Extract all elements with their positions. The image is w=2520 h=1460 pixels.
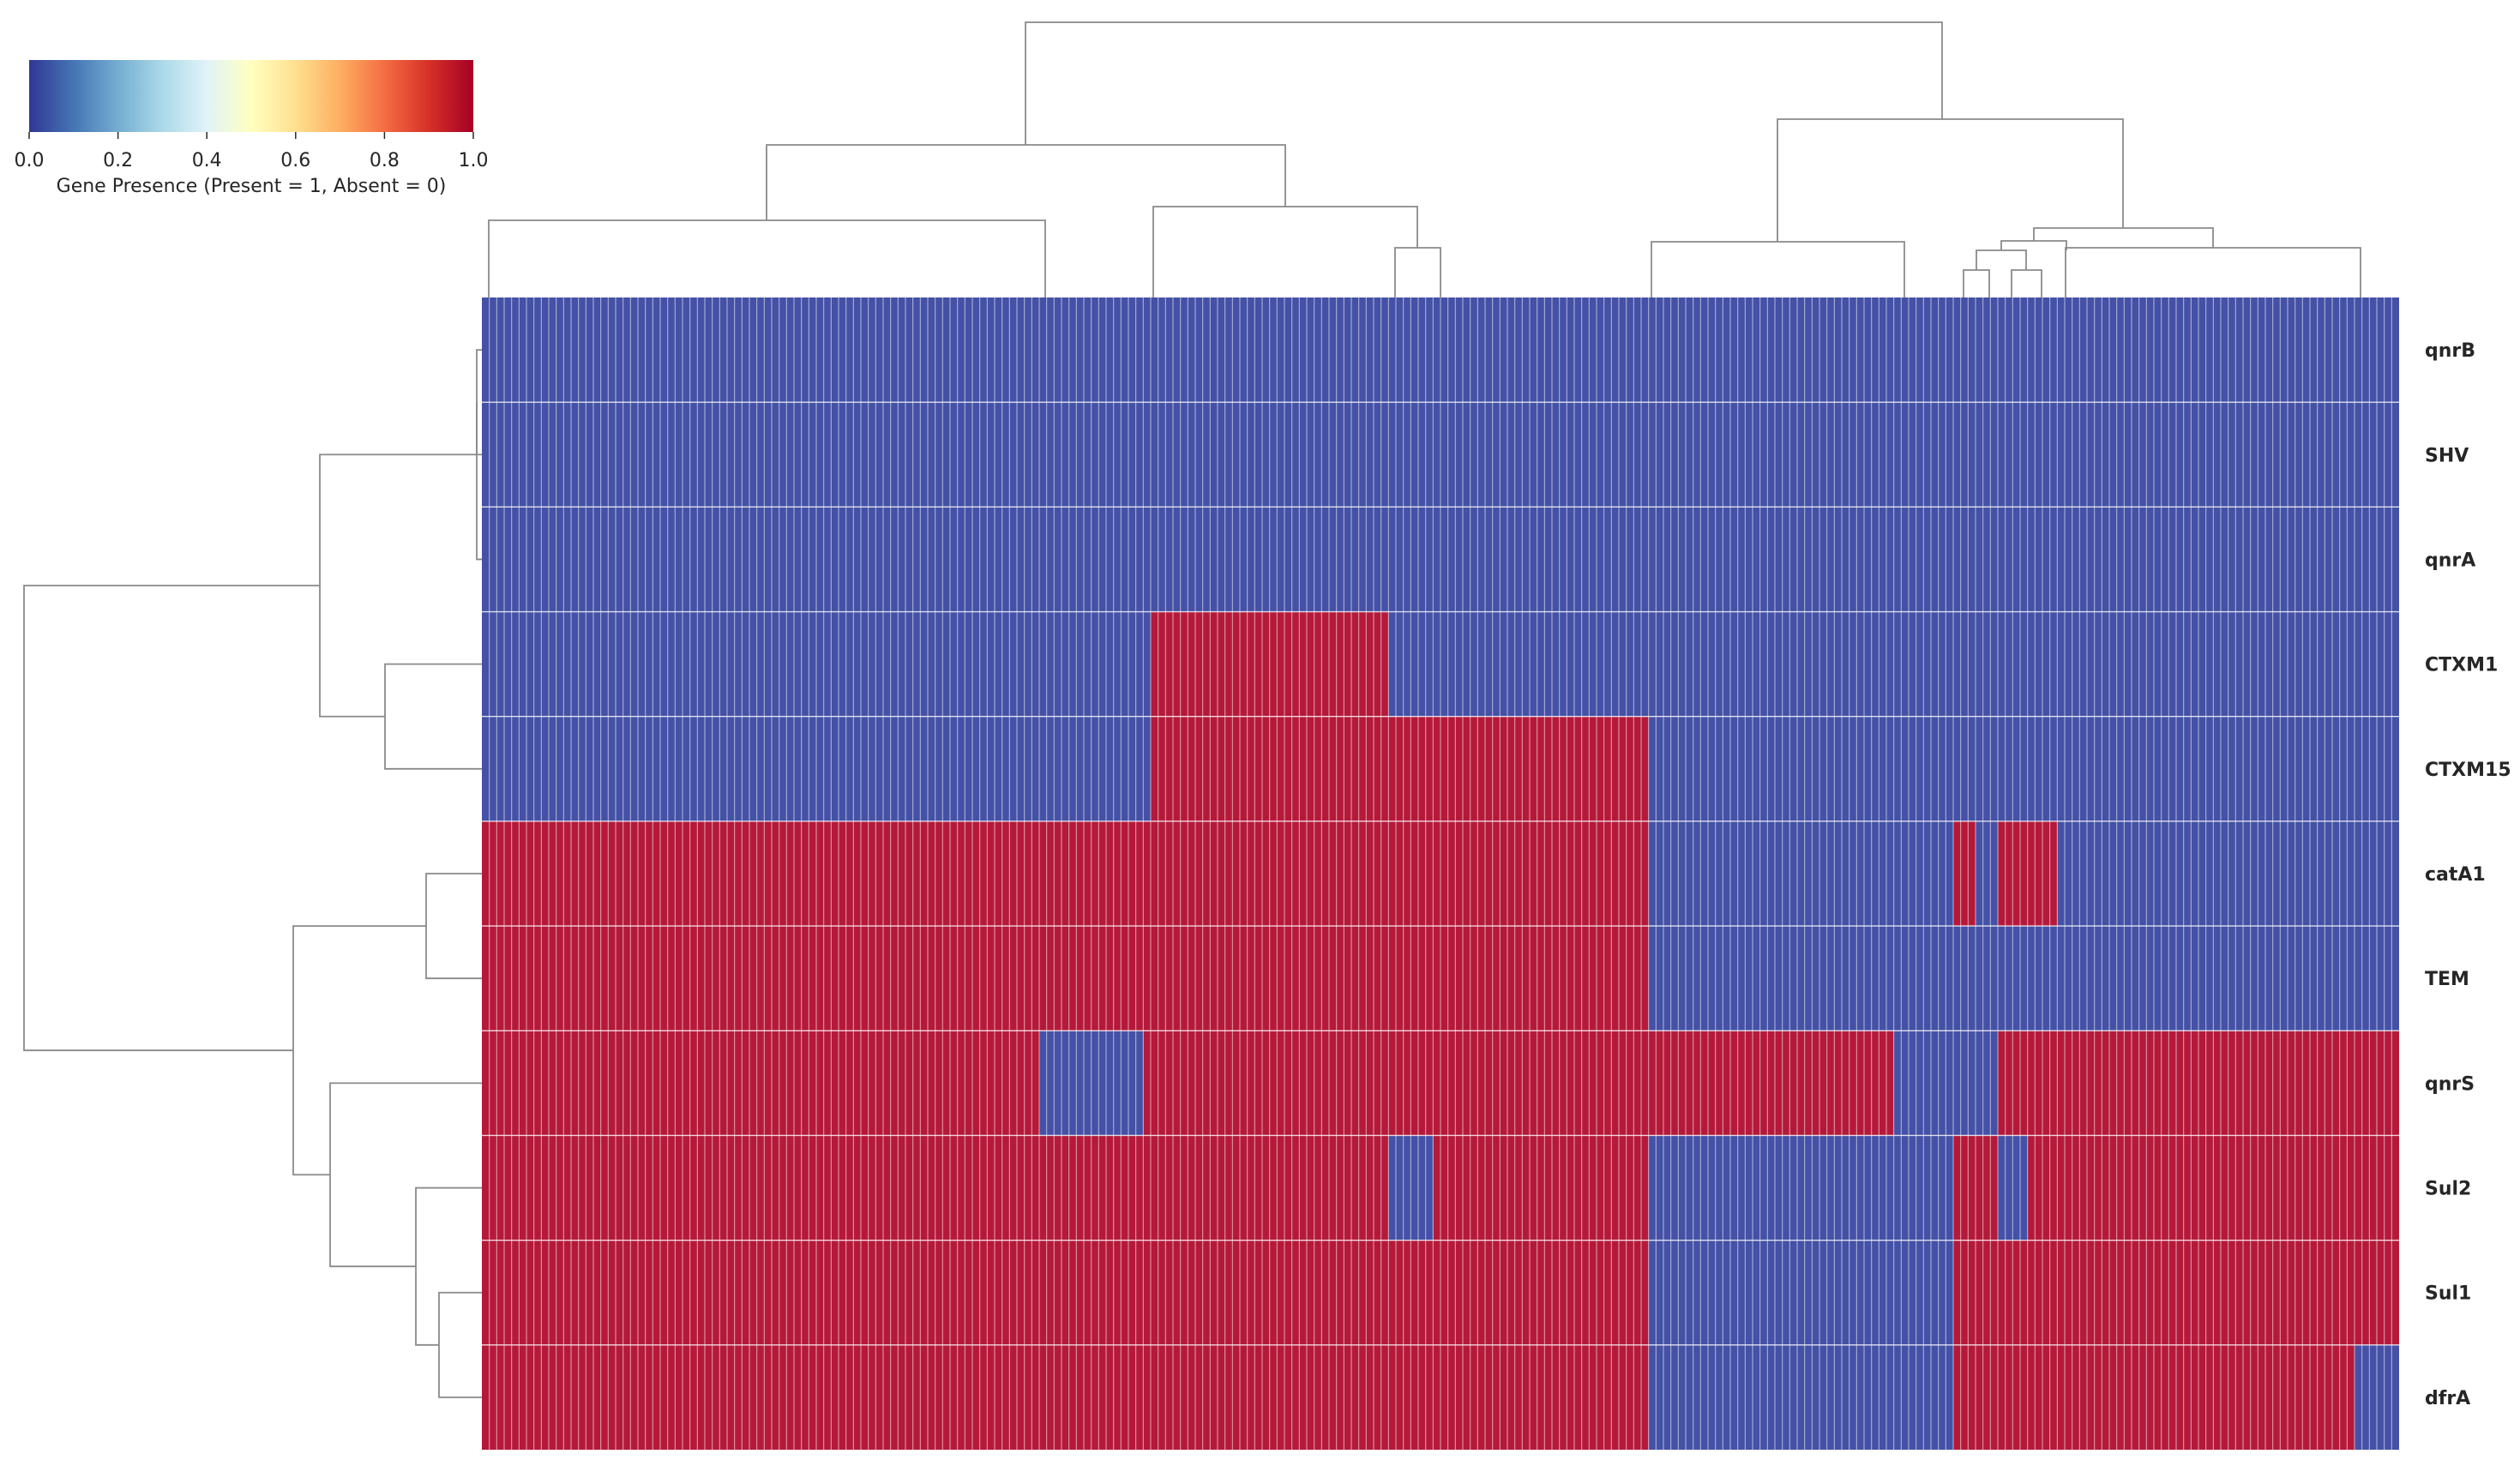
row-dendrogram-link: [319, 454, 477, 718]
column-dendrogram-link: [766, 144, 1286, 220]
heatmap-cell: [1151, 716, 1649, 821]
column-dendrogram-link: [1777, 118, 2124, 242]
colorbar-tick-label: 0.8: [370, 150, 400, 171]
heatmap-cell: [1976, 820, 1998, 927]
row-dendrogram-link: [292, 925, 426, 1176]
row-dendrogram: [23, 349, 482, 1398]
column-dendrogram-link: [1394, 247, 1441, 297]
row-label-tem: TEM: [2425, 969, 2469, 990]
row-dendrogram-link: [384, 663, 482, 770]
heatmap-cell: [1648, 820, 1953, 927]
colorbar-label: Gene Presence (Present = 1, Absent = 0): [57, 176, 447, 197]
column-dendrogram-link: [1976, 249, 2027, 270]
column-dendrogram-link: [2011, 269, 2042, 297]
heatmap-cell: [1648, 716, 2399, 821]
heatmap-cell: [482, 926, 1649, 1031]
row-label-cata1: catA1: [2425, 864, 2486, 886]
heatmap-cell: [482, 1240, 1649, 1345]
row-label-shv: SHV: [2425, 445, 2469, 466]
colorbar-tick-label: 0.6: [280, 150, 310, 171]
row-label-qnrs: qnrS: [2425, 1073, 2475, 1095]
row-label-dfra: dfrA: [2425, 1388, 2470, 1409]
colorbar-tick-label: 1.0: [459, 150, 489, 171]
heatmap-cell: [1648, 1344, 1953, 1450]
heatmap-cell: [482, 1030, 1039, 1136]
heatmap-cell: [482, 1344, 1649, 1450]
colorbar: 0.0 0.2 0.4 0.6 0.8 1.0 Gene Presence (Presen…: [15, 60, 489, 197]
row-dendrogram-link: [438, 1291, 482, 1398]
colorbar-tick-label: 0.2: [103, 150, 133, 171]
heatmap-cell: [482, 820, 1649, 927]
row-dendrogram-link: [476, 402, 482, 561]
row-dendrogram-link: [23, 585, 320, 1052]
row-dendrogram-link: [425, 873, 482, 980]
row-dendrogram-link: [415, 1187, 482, 1346]
row-label-sul1: Sul1: [2425, 1283, 2471, 1305]
row-label-qnra: qnrA: [2425, 550, 2475, 571]
colorbar-tick-label: 0.4: [192, 150, 222, 171]
column-dendrogram: [488, 21, 2361, 297]
row-label-qnrb: qnrB: [2425, 340, 2475, 362]
column-dendrogram-link: [1963, 269, 1990, 297]
heatmap-cell: [1433, 1135, 1649, 1241]
cell-separators-horizontal: [482, 401, 2399, 1346]
column-dendrogram-link: [1025, 21, 1943, 145]
row-labels: qnrB SHV qnrA CTXM1 CTXM15 catA1 TEM qnrS Sul2 Su…: [2425, 340, 2511, 1409]
colorbar-gradient: [29, 60, 473, 132]
column-dendrogram-link: [2000, 240, 2067, 250]
row-dendrogram-link: [329, 1082, 482, 1268]
colorbar-ticks: 0.0 0.2 0.4 0.6 0.8 1.0: [15, 132, 489, 171]
heatmap-cell: [1648, 1135, 1953, 1241]
cell-separators-vertical: [489, 297, 2392, 1450]
column-dendrogram-link: [1152, 206, 1418, 297]
column-dendrogram-link: [488, 219, 1046, 297]
heatmap-cell: [1953, 820, 1976, 927]
column-dendrogram-link: [2033, 227, 2214, 248]
column-dendrogram-link: [1651, 241, 1905, 297]
colorbar-tick-label: 0.0: [15, 150, 45, 171]
heatmap-cell: [1143, 1030, 1894, 1136]
heatmap-cell: [1648, 1240, 1953, 1345]
row-label-sul2: Sul2: [2425, 1179, 2471, 1200]
row-label-ctxm15: CTXM15: [2425, 760, 2511, 781]
row-label-ctxm1: CTXM1: [2425, 655, 2498, 676]
heatmap-grid: [482, 297, 2399, 1450]
column-dendrogram-link: [2065, 247, 2361, 297]
heatmap-cell: [1648, 926, 2399, 1031]
